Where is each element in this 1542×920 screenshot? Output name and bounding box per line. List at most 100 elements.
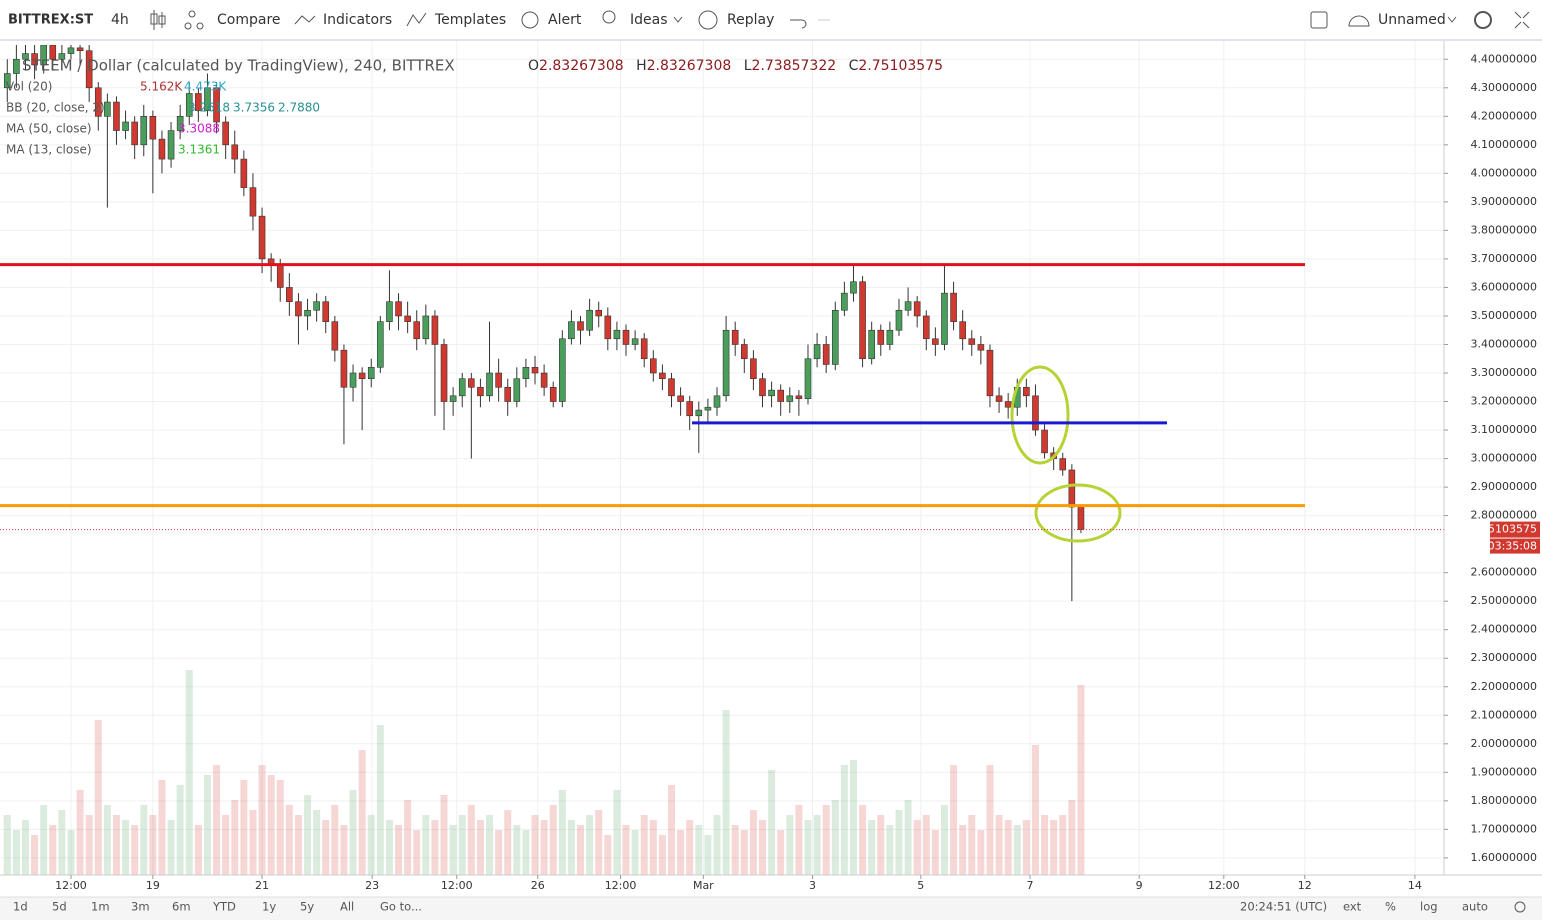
range-button[interactable]: 1m: [91, 900, 110, 914]
ideas-icon[interactable]: [602, 10, 616, 24]
candle-body: [759, 378, 766, 397]
footer: 1d 5d 1m 3m 6m YTD 1y 5y All Go to... 20…: [0, 896, 1542, 920]
ohlc-label: H: [636, 58, 647, 74]
compare-icon[interactable]: [184, 10, 204, 30]
dropdown-arrow[interactable]: [1447, 16, 1457, 23]
candle-body: [813, 344, 821, 360]
y-tick-label: 4.10000000: [1471, 138, 1537, 151]
toolbar-button[interactable]: Compare: [217, 12, 281, 28]
indicators-icon[interactable]: [294, 15, 316, 25]
settings-icon[interactable]: [1474, 11, 1492, 29]
candle-body: [995, 395, 1003, 402]
undo-icon[interactable]: [790, 19, 807, 29]
range-button[interactable]: All: [340, 900, 354, 914]
ohlc-label: C: [849, 58, 859, 74]
indicator-value: 3.1361: [178, 143, 220, 157]
volume-bar: [467, 805, 475, 875]
range-button[interactable]: YTD: [212, 900, 236, 914]
range-button[interactable]: 3m: [131, 900, 150, 914]
candle-body: [1068, 469, 1076, 508]
toolbar-button[interactable]: Indicators: [323, 12, 392, 28]
candle-body: [22, 53, 29, 60]
candle-body: [322, 301, 330, 322]
volume-bar: [385, 820, 393, 875]
candle-layer: [3, 45, 1085, 602]
chart-title: STEEM / Dollar (calculated by TradingVie…: [22, 57, 455, 75]
range-button[interactable]: 1d: [13, 900, 28, 914]
ohlc-value: 2.73857322: [752, 58, 837, 74]
y-tick-label: 3.20000000: [1471, 395, 1537, 408]
candle-body: [977, 344, 985, 351]
chart-style-icon[interactable]: [150, 10, 166, 30]
candle-body: [76, 47, 84, 52]
volume-bar: [595, 810, 603, 875]
volume-bar: [558, 790, 566, 875]
toolbar-button[interactable]: Replay: [727, 12, 774, 28]
y-tick-label: 3.80000000: [1471, 223, 1537, 236]
toolbar-button[interactable]: Ideas: [630, 12, 668, 28]
volume-bar: [986, 765, 994, 875]
volume-bar: [840, 765, 848, 875]
candle-body: [731, 329, 739, 345]
option-button[interactable]: auto: [1462, 900, 1488, 914]
candle-body: [140, 116, 148, 146]
volume-bar: [158, 780, 166, 875]
goto-button[interactable]: Go to...: [380, 900, 422, 914]
volume-bar: [658, 835, 666, 875]
toolbar-button[interactable]: Alert: [548, 12, 582, 28]
volume-bar: [795, 805, 803, 875]
option-button[interactable]: log: [1420, 900, 1438, 914]
candle-body: [131, 121, 138, 146]
volume-bar: [240, 780, 248, 875]
legend: STEEM / Dollar (calculated by TradingVie…: [6, 57, 943, 157]
candle-body: [804, 358, 812, 399]
volume-bar: [85, 815, 93, 875]
toolbar-button[interactable]: Templates: [434, 12, 506, 28]
volume-bar: [695, 825, 703, 875]
indicator-name: MA (13, close): [6, 143, 92, 157]
settings-icon[interactable]: [1514, 901, 1526, 913]
volume-bar: [112, 815, 120, 875]
volume-bar: [768, 770, 776, 875]
replay-icon[interactable]: [698, 10, 718, 30]
volume-bar: [222, 815, 230, 875]
volume-bar: [395, 825, 403, 875]
candle-body: [295, 301, 302, 317]
volume-bar: [194, 825, 202, 875]
volume-bar: [167, 820, 175, 875]
volume-bar: [540, 820, 548, 875]
option-button[interactable]: ext: [1343, 900, 1362, 914]
option-button[interactable]: %: [1385, 900, 1396, 914]
range-button[interactable]: 1y: [262, 900, 276, 914]
layout-icon[interactable]: [1310, 11, 1328, 29]
volume-bar: [913, 820, 921, 875]
templates-icon[interactable]: [406, 12, 427, 27]
dropdown-arrow[interactable]: [673, 16, 683, 23]
candle-body: [231, 144, 239, 160]
symbol[interactable]: BITTREX:ST: [8, 13, 93, 28]
price-axis-bg: [1444, 40, 1542, 875]
y-tick-label: 2.60000000: [1471, 566, 1537, 579]
candle-body: [904, 301, 912, 311]
candle-body: [522, 367, 530, 380]
highlight-ellipse: [1010, 365, 1070, 465]
cloud-icon[interactable]: [1348, 15, 1370, 27]
candle-body: [750, 358, 757, 380]
candle-body: [276, 264, 284, 288]
candle-body: [449, 395, 457, 402]
volume-bar: [440, 795, 448, 875]
candle-body: [895, 309, 903, 331]
layout-name[interactable]: Unnamed: [1378, 12, 1446, 28]
candle-body: [859, 281, 866, 360]
volume-bar: [58, 810, 66, 875]
interval[interactable]: 4h: [111, 12, 129, 28]
volume-bar: [21, 820, 29, 875]
candle-body: [604, 315, 612, 340]
fullscreen-icon[interactable]: [1514, 11, 1530, 29]
range-button[interactable]: 6m: [172, 900, 191, 914]
volume-bar: [249, 810, 257, 875]
range-button[interactable]: 5d: [52, 900, 67, 914]
range-button[interactable]: 5y: [300, 900, 314, 914]
candle-body: [1041, 429, 1048, 454]
alert-icon[interactable]: [521, 11, 539, 29]
